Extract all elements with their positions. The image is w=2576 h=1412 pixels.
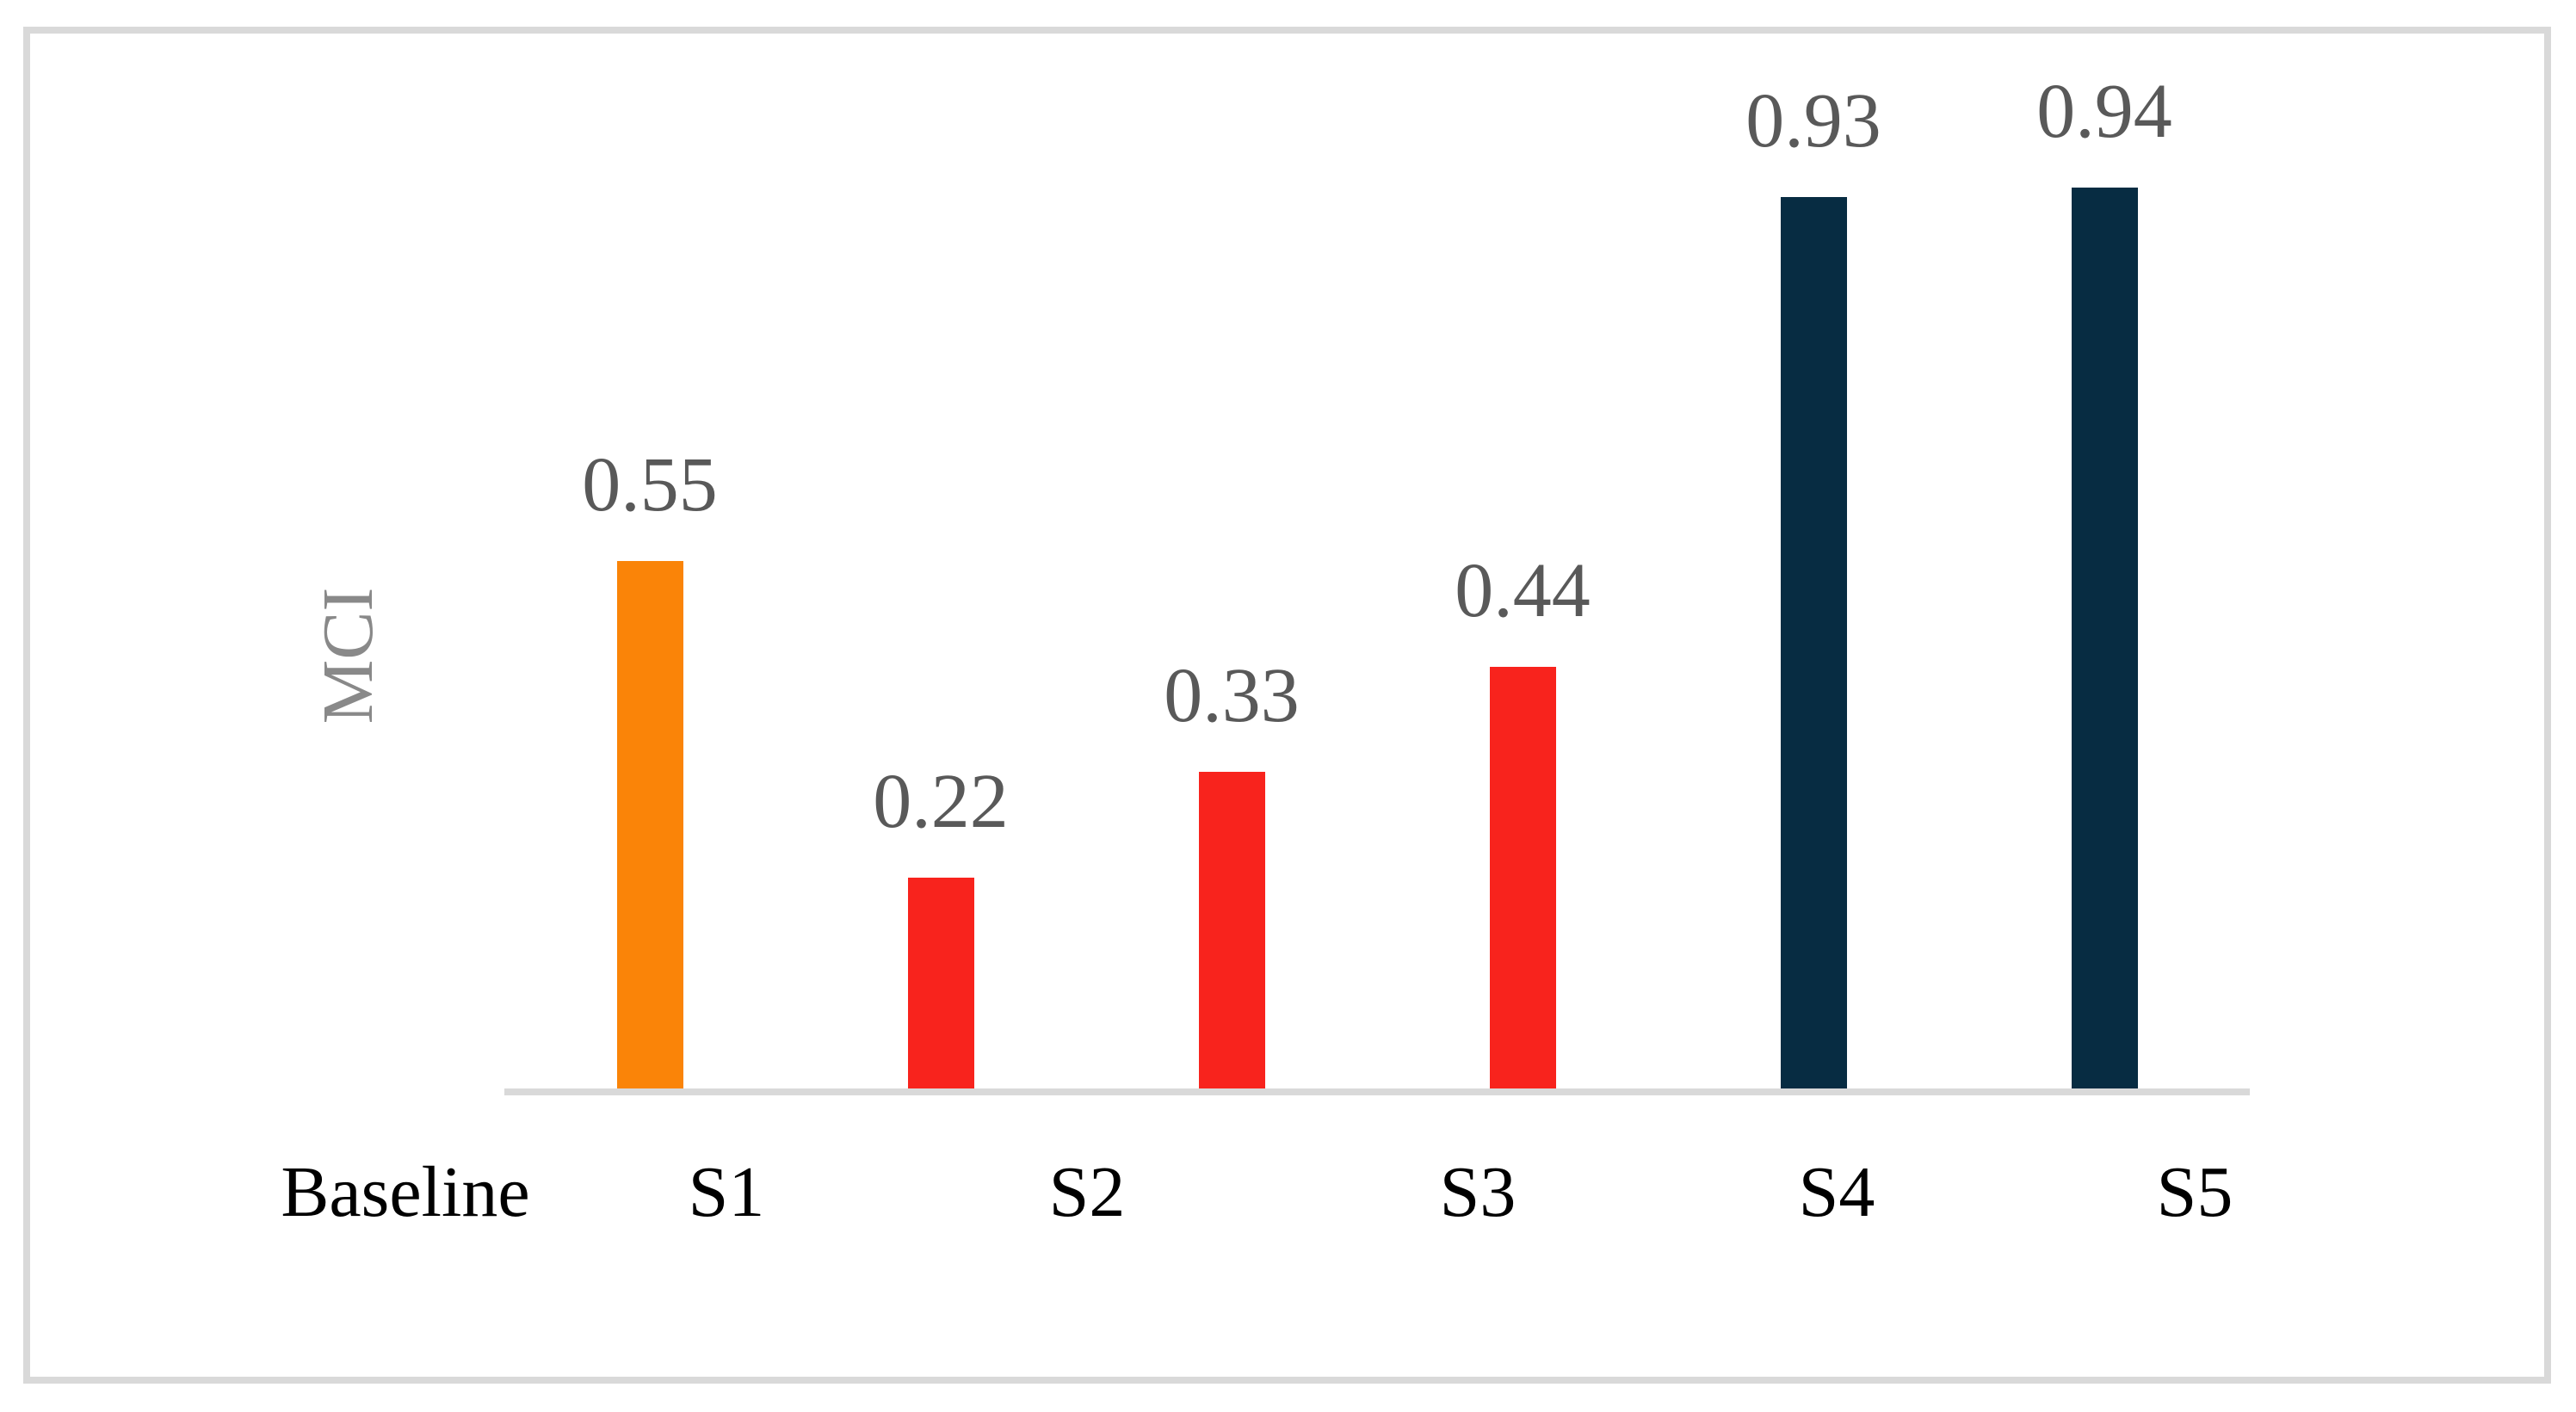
category-label-s4: S4 <box>1798 1152 1875 1232</box>
bar-baseline <box>616 561 683 1088</box>
category-label-s3: S3 <box>1439 1152 1517 1232</box>
value-label-s4: 0.93 <box>1745 78 1881 163</box>
bar-s4 <box>1780 197 1847 1088</box>
x-axis-line <box>504 1088 2250 1095</box>
bar-s2 <box>1198 772 1265 1088</box>
bar-s5 <box>2071 188 2138 1088</box>
bar-s3 <box>1489 667 1556 1088</box>
value-label-s1: 0.22 <box>873 759 1009 844</box>
value-label-s2: 0.33 <box>1164 653 1300 738</box>
value-label-baseline: 0.55 <box>582 442 718 527</box>
value-label-s3: 0.44 <box>1455 548 1591 633</box>
y-axis-title: MCI <box>308 587 388 724</box>
bar-s1 <box>907 878 974 1088</box>
figure-border <box>23 27 2551 1384</box>
category-label-baseline: Baseline <box>281 1152 530 1232</box>
value-label-s5: 0.94 <box>2036 69 2172 154</box>
category-label-s5: S5 <box>2156 1152 2233 1232</box>
category-label-s1: S1 <box>688 1152 765 1232</box>
category-label-s2: S2 <box>1048 1152 1126 1232</box>
